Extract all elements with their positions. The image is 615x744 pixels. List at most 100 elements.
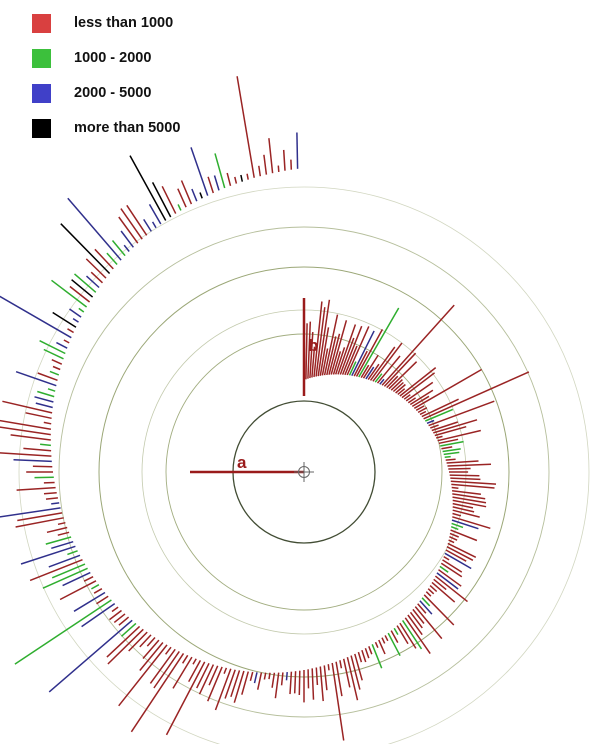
- legend-swatch-green: [32, 48, 51, 68]
- radial-bar: [52, 365, 61, 371]
- radial-bar: [2, 400, 53, 414]
- center-crosshair-icon: [294, 462, 314, 482]
- legend-item-1000-2000: 1000 - 2000: [32, 45, 180, 71]
- radial-bar: [448, 539, 455, 544]
- legend-label: 2000 - 5000: [74, 85, 152, 101]
- radial-bar: [191, 188, 198, 202]
- radial-bar: [143, 218, 152, 232]
- radial-bar: [437, 429, 481, 442]
- radial-bar: [43, 421, 52, 425]
- radial-bar: [106, 625, 141, 658]
- radial-bar: [126, 204, 148, 236]
- radial-bar: [425, 408, 454, 422]
- radial-bar: [409, 611, 423, 629]
- radial-bar: [151, 182, 172, 218]
- marker-b-label: b: [308, 336, 318, 355]
- radial-bar: [451, 519, 479, 530]
- radial-bar: [414, 606, 443, 640]
- radial-bar: [367, 363, 380, 381]
- radial-bar: [346, 657, 359, 701]
- radial-bar: [309, 332, 314, 379]
- radial-bar: [230, 670, 241, 698]
- radial-bar: [118, 644, 168, 707]
- radial-bar: [452, 493, 486, 500]
- radial-bar: [192, 658, 197, 665]
- radial-bar: [452, 502, 474, 509]
- radial-bar: [224, 669, 236, 699]
- radial-bar: [354, 653, 363, 681]
- radial-bar: [452, 509, 480, 518]
- radial-bar: [253, 672, 258, 684]
- radial-bar: [128, 631, 148, 652]
- radial-bar: [388, 361, 418, 390]
- radial-bar: [438, 569, 462, 587]
- radial-bar: [196, 662, 210, 689]
- radial-bar: [289, 671, 293, 695]
- radial-bar: [0, 507, 61, 518]
- radial-bar: [93, 588, 103, 594]
- radial-bar: [214, 668, 232, 711]
- radial-bar: [444, 552, 472, 570]
- radial-bar: [296, 132, 299, 169]
- radial-bar: [43, 492, 57, 495]
- radial-bar: [443, 555, 450, 561]
- radial-bar: [83, 576, 94, 582]
- radial-bar: [450, 525, 459, 531]
- radial-bar: [107, 628, 144, 665]
- radial-bar: [450, 477, 481, 481]
- radial-bar: [37, 390, 55, 398]
- radial-bar: [427, 588, 435, 595]
- radial-bar: [381, 304, 455, 386]
- radial-bar: [72, 317, 79, 323]
- radial-bar: [357, 651, 363, 663]
- radial-bar: [351, 330, 375, 377]
- radial-bar: [49, 370, 60, 376]
- radial-bar: [355, 329, 384, 377]
- radial-bar: [405, 381, 434, 402]
- radial-bar: [311, 346, 316, 378]
- radial-bar: [59, 580, 97, 601]
- radial-bar: [249, 671, 254, 681]
- radial-bar: [353, 350, 368, 377]
- radial-bar: [452, 506, 475, 513]
- radial-bar: [348, 361, 357, 376]
- radial-bar: [369, 346, 396, 381]
- radial-bar: [69, 308, 82, 318]
- radial-bar: [365, 366, 375, 380]
- radial-bar: [118, 616, 130, 626]
- radial-bar: [447, 542, 477, 558]
- radial-bar: [15, 517, 64, 528]
- radial-bar: [376, 355, 401, 384]
- radial-bar: [177, 188, 187, 208]
- radial-bar: [341, 325, 363, 375]
- radial-bar: [451, 522, 464, 529]
- radial-bar: [47, 388, 56, 392]
- radial-bar: [94, 248, 114, 270]
- radial-bar: [421, 597, 431, 607]
- radial-bar: [37, 372, 58, 382]
- radial-bar: [447, 463, 492, 467]
- radial-bar: [10, 434, 51, 441]
- radial-bar: [444, 455, 451, 458]
- radial-bar: [268, 672, 271, 680]
- radial-bar: [139, 642, 164, 671]
- radial-bar: [39, 340, 66, 355]
- radial-bar: [280, 672, 284, 686]
- radial-bar: [23, 447, 52, 452]
- radial-bar: [293, 671, 297, 694]
- radial-bar: [344, 345, 358, 376]
- radial-bar: [48, 554, 81, 568]
- radial-bar: [442, 448, 461, 453]
- radial-bar: [384, 635, 389, 642]
- radial-bar: [339, 337, 355, 375]
- radial-bar: [342, 658, 351, 688]
- radial-bar: [451, 483, 495, 489]
- radial-bar: [452, 489, 481, 496]
- radial-bar: [74, 273, 97, 293]
- radial-bar: [146, 636, 156, 647]
- radial-bar: [331, 662, 345, 741]
- radial-bar: [368, 646, 373, 655]
- radial-bar: [387, 632, 401, 657]
- radial-bar: [430, 424, 439, 429]
